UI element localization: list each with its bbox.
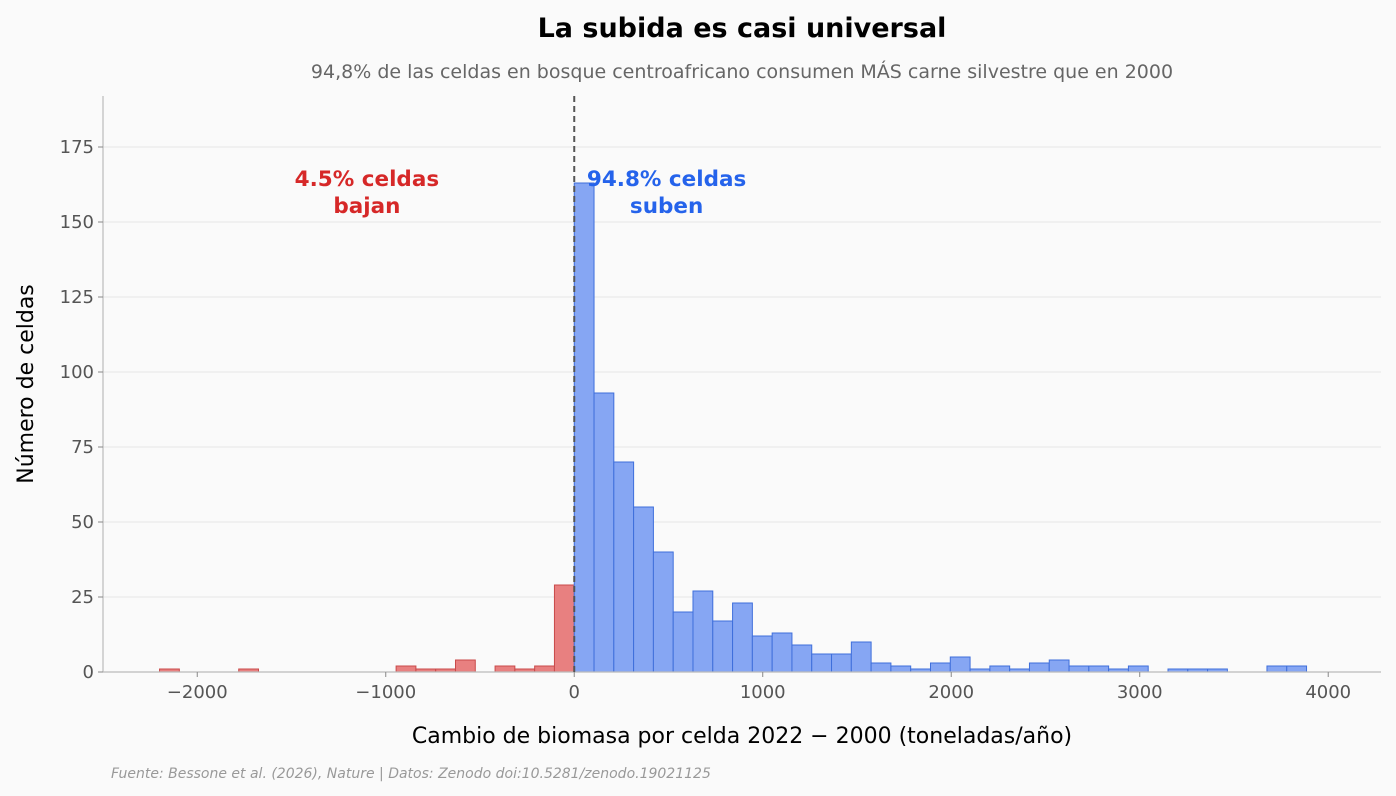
histogram-bar [929, 662, 951, 673]
annotation-line: 4.5% celdas [295, 167, 440, 192]
histogram-bar [791, 644, 813, 673]
histogram-bar [573, 182, 595, 673]
histogram-bar [1127, 665, 1149, 673]
histogram-bars [159, 182, 1308, 673]
histogram-bar [732, 602, 753, 673]
histogram-bar [989, 665, 1011, 673]
histogram-bar [672, 611, 694, 673]
histogram-bar [712, 620, 734, 673]
histogram-bar [1028, 662, 1050, 673]
y-tick-label: 0 [83, 662, 94, 683]
gridlines [103, 146, 1381, 598]
x-axis-label: Cambio de biomasa por celda 2022 − 2000 … [412, 724, 1072, 749]
x-tick-label: 0 [569, 682, 580, 703]
negative-annotation: 4.5% celdas bajan [295, 167, 440, 219]
histogram-bar [454, 659, 476, 673]
y-tick-label: 100 [60, 362, 94, 383]
histogram-bar [692, 590, 714, 673]
x-tick-label: −2000 [167, 682, 228, 703]
x-tick-label: 4000 [1305, 682, 1351, 703]
y-tick-label: 175 [60, 137, 94, 158]
histogram-bar [633, 506, 654, 673]
histogram-bar [395, 665, 417, 673]
histogram-bar [593, 392, 615, 673]
chart-subtitle: 94,8% de las celdas en bosque centroafri… [311, 60, 1173, 83]
histogram-bar [890, 665, 912, 673]
y-tick-label: 125 [60, 287, 94, 308]
x-tick-label: 2000 [928, 682, 974, 703]
histogram-bar [949, 656, 971, 673]
y-tick-label: 50 [71, 512, 94, 533]
y-axis-ticks: 0 25 50 75 100 125 150 175 [60, 137, 103, 683]
histogram-bar [553, 584, 575, 673]
source-note: Fuente: Bessone et al. (2026), Nature | … [111, 766, 711, 782]
histogram-bar [534, 665, 555, 673]
histogram-bar [1068, 665, 1090, 673]
histogram-bar [811, 653, 833, 673]
histogram-bar [1266, 665, 1288, 673]
annotations: 4.5% celdas bajan 94.8% celdas suben [295, 167, 747, 219]
y-tick-label: 25 [71, 587, 94, 608]
x-tick-label: 3000 [1117, 682, 1163, 703]
histogram-bar [1286, 665, 1308, 673]
histogram-bar [613, 461, 635, 673]
histogram-bar [1088, 665, 1110, 673]
x-axis-ticks: −2000 −1000 0 1000 2000 3000 4000 [167, 672, 1351, 703]
chart-title: La subida es casi universal [538, 13, 947, 44]
histogram-bar [652, 551, 674, 673]
histogram-bar [494, 665, 516, 673]
y-axis-label: Número de celdas [14, 284, 39, 484]
y-tick-label: 150 [60, 212, 94, 233]
histogram-bar [1048, 659, 1070, 673]
positive-annotation: 94.8% celdas suben [587, 167, 746, 219]
histogram-bar [850, 641, 872, 673]
x-tick-label: −1000 [355, 682, 416, 703]
histogram-bar [831, 653, 852, 673]
histogram-bar [751, 635, 773, 673]
annotation-line: 94.8% celdas [587, 167, 746, 192]
histogram-bar [771, 632, 793, 673]
histogram-bar [870, 662, 892, 673]
axes [102, 96, 1381, 673]
annotation-line: suben [630, 194, 703, 219]
annotation-line: bajan [333, 194, 400, 219]
y-tick-label: 75 [71, 437, 94, 458]
x-tick-label: 1000 [740, 682, 786, 703]
